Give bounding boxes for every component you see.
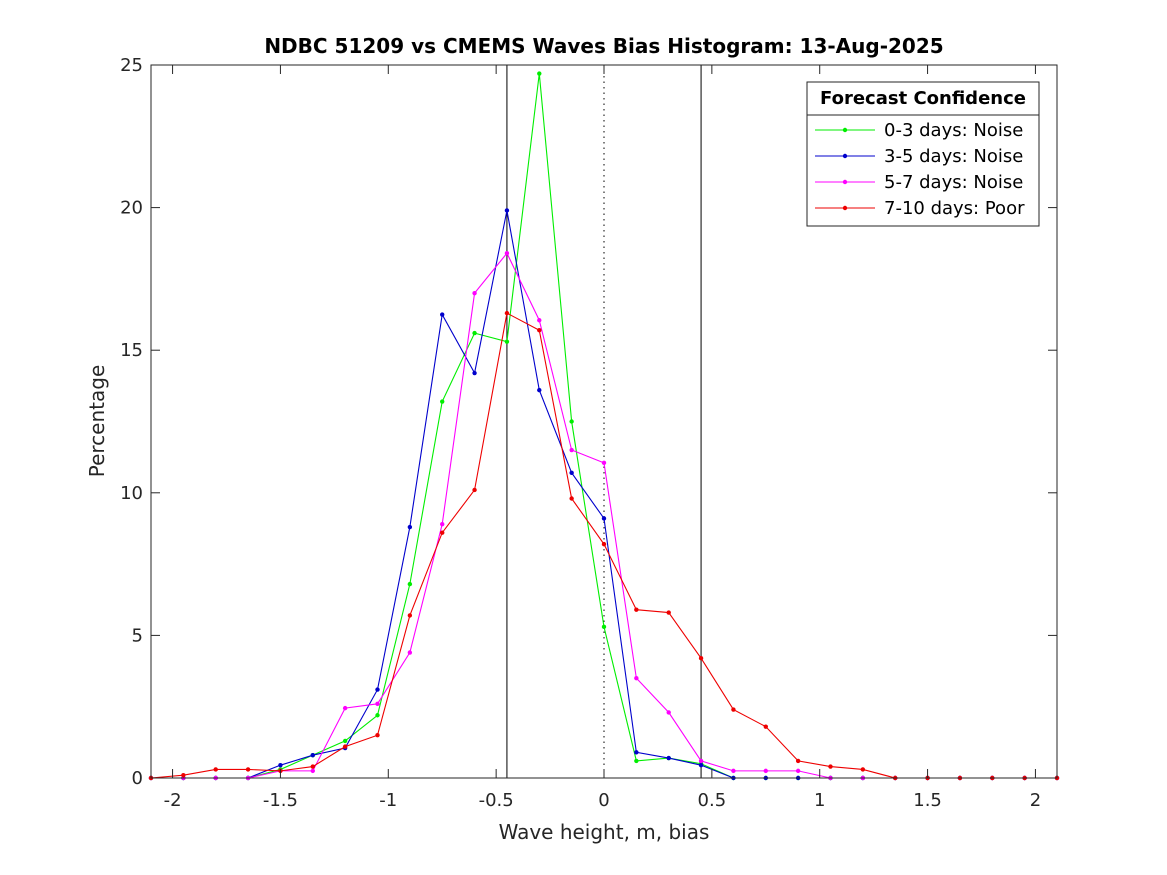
series-0-point xyxy=(407,581,413,587)
series-2-point xyxy=(375,701,380,707)
x-tick-label: 1 xyxy=(814,790,825,811)
series-0-point xyxy=(440,399,445,404)
x-tick-label: -1.5 xyxy=(263,790,298,811)
series-1-point xyxy=(440,312,445,317)
x-tick-label: -2 xyxy=(164,790,182,811)
y-tick-label: 25 xyxy=(120,55,143,76)
series-2-point xyxy=(795,768,801,774)
series-3-point xyxy=(698,656,704,661)
x-tick-label: 2 xyxy=(1030,790,1041,811)
series-2-point xyxy=(472,290,477,296)
series-3-point xyxy=(860,767,866,772)
series-3-point xyxy=(795,758,801,764)
series-2-point xyxy=(440,521,445,527)
series-3-point xyxy=(537,328,542,333)
series-2-point xyxy=(601,460,607,466)
series-3-point xyxy=(601,541,607,547)
legend-entry-0: 0-3 days: Noise xyxy=(884,120,1023,141)
series-2-point xyxy=(407,650,413,655)
series-1-point xyxy=(407,524,413,530)
series-1-point xyxy=(698,762,704,768)
legend-swatch-marker-2 xyxy=(842,179,848,185)
y-tick-label: 15 xyxy=(120,340,143,361)
x-axis-label: Wave height, m, bias xyxy=(499,820,710,844)
legend-entry-2: 5-7 days: Noise xyxy=(884,172,1023,193)
series-2-point xyxy=(763,768,768,774)
series-2-point xyxy=(310,768,315,774)
series-2-point xyxy=(731,768,736,774)
x-tick-label: -0.5 xyxy=(479,790,514,811)
legend-swatch-marker-1 xyxy=(842,153,848,159)
series-0-point xyxy=(375,713,380,718)
series-3-point xyxy=(731,707,736,712)
legend-swatch-marker-3 xyxy=(842,205,848,211)
x-tick-label: -1 xyxy=(379,790,397,811)
series-2-point xyxy=(504,251,510,256)
series-1-point xyxy=(601,516,607,521)
series-3-point xyxy=(342,744,348,749)
series-1-point xyxy=(569,470,574,476)
series-1-point xyxy=(537,387,542,393)
chart-title: NDBC 51209 vs CMEMS Waves Bias Histogram… xyxy=(264,34,943,58)
legend-swatch-marker-0 xyxy=(842,127,848,133)
y-tick-label: 5 xyxy=(132,625,143,646)
series-0-point xyxy=(504,339,510,344)
series-3-point xyxy=(504,310,510,316)
series-3-point xyxy=(213,767,218,772)
series-1-point xyxy=(278,762,283,768)
series-1-point xyxy=(310,752,315,758)
x-tick-label: 1.5 xyxy=(913,790,942,811)
series-2-point xyxy=(634,675,639,681)
legend-entry-1: 3-5 days: Noise xyxy=(884,146,1023,167)
series-1-point xyxy=(472,370,477,376)
series-3-point xyxy=(181,772,186,778)
legend-entry-3: 7-10 days: Poor xyxy=(884,198,1025,219)
series-2-point xyxy=(342,705,348,711)
x-tick-label: 0 xyxy=(598,790,609,811)
y-axis-label: Percentage xyxy=(85,365,109,478)
legend-title: Forecast Confidence xyxy=(820,88,1026,109)
series-3-point xyxy=(407,613,413,618)
series-0-point xyxy=(472,330,477,336)
series-3-point xyxy=(828,764,833,769)
legend: Forecast Confidence 0-3 days: Noise 3-5 da… xyxy=(806,81,1040,227)
series-1-point xyxy=(504,208,510,213)
series-1-point xyxy=(634,750,639,755)
series-3-point xyxy=(310,764,315,769)
series-0-point xyxy=(342,738,348,744)
y-tick-label: 0 xyxy=(132,768,143,789)
series-1-point xyxy=(666,755,671,761)
series-2-point xyxy=(666,710,671,715)
series-3-point xyxy=(666,610,671,615)
series-3-point xyxy=(569,496,574,501)
series-1-point xyxy=(375,687,380,692)
series-0-point xyxy=(601,624,607,630)
series-3-point xyxy=(440,530,445,535)
y-tick-label: 10 xyxy=(120,483,143,504)
series-3-point xyxy=(634,607,639,612)
series-2-point xyxy=(537,318,542,323)
series-0-point xyxy=(537,71,542,76)
series-3-point xyxy=(763,724,768,729)
series-3-point xyxy=(472,487,477,493)
series-2-point xyxy=(698,758,704,764)
series-3-point xyxy=(245,767,251,772)
series-0-point xyxy=(634,758,639,764)
series-3-point xyxy=(375,733,380,738)
x-tick-label: 0.5 xyxy=(698,790,727,811)
series-2-point xyxy=(569,447,574,453)
y-tick-label: 20 xyxy=(120,198,143,219)
series-0-point xyxy=(569,419,574,424)
